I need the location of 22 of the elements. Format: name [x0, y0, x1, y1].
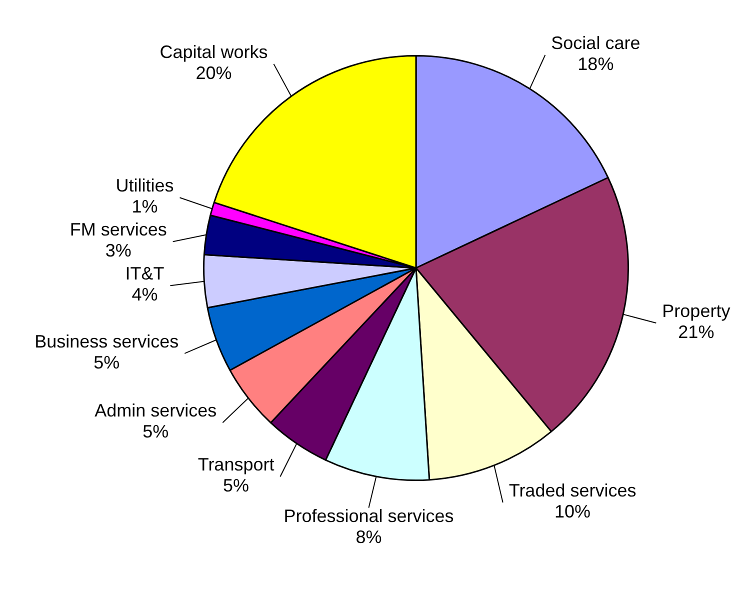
data-label: 18%	[578, 54, 614, 74]
data-label: 20%	[196, 62, 232, 83]
slice-label: Property	[662, 300, 730, 321]
slice-label: Admin services	[94, 400, 217, 421]
data-label: 3%	[105, 240, 132, 261]
slice-label: IT&T	[125, 264, 164, 284]
data-label: 5%	[223, 476, 250, 496]
data-label: 4%	[132, 284, 158, 305]
data-label: 8%	[356, 526, 382, 547]
data-label: 5%	[142, 422, 169, 442]
slice-label: Traded services	[508, 480, 636, 501]
slice-label: Business services	[34, 331, 179, 352]
slice-label: Utilities	[116, 176, 174, 196]
slice-label: Professional services	[284, 506, 454, 526]
slice-label: Social care	[551, 32, 640, 53]
slice-label: FM services	[70, 220, 167, 240]
data-label: 5%	[94, 352, 120, 372]
slice-label: Capital works	[160, 42, 268, 62]
data-label: 1%	[132, 196, 158, 217]
data-label: 10%	[554, 502, 591, 522]
data-label: 21%	[678, 322, 714, 342]
slice-label: Transport	[198, 454, 274, 475]
